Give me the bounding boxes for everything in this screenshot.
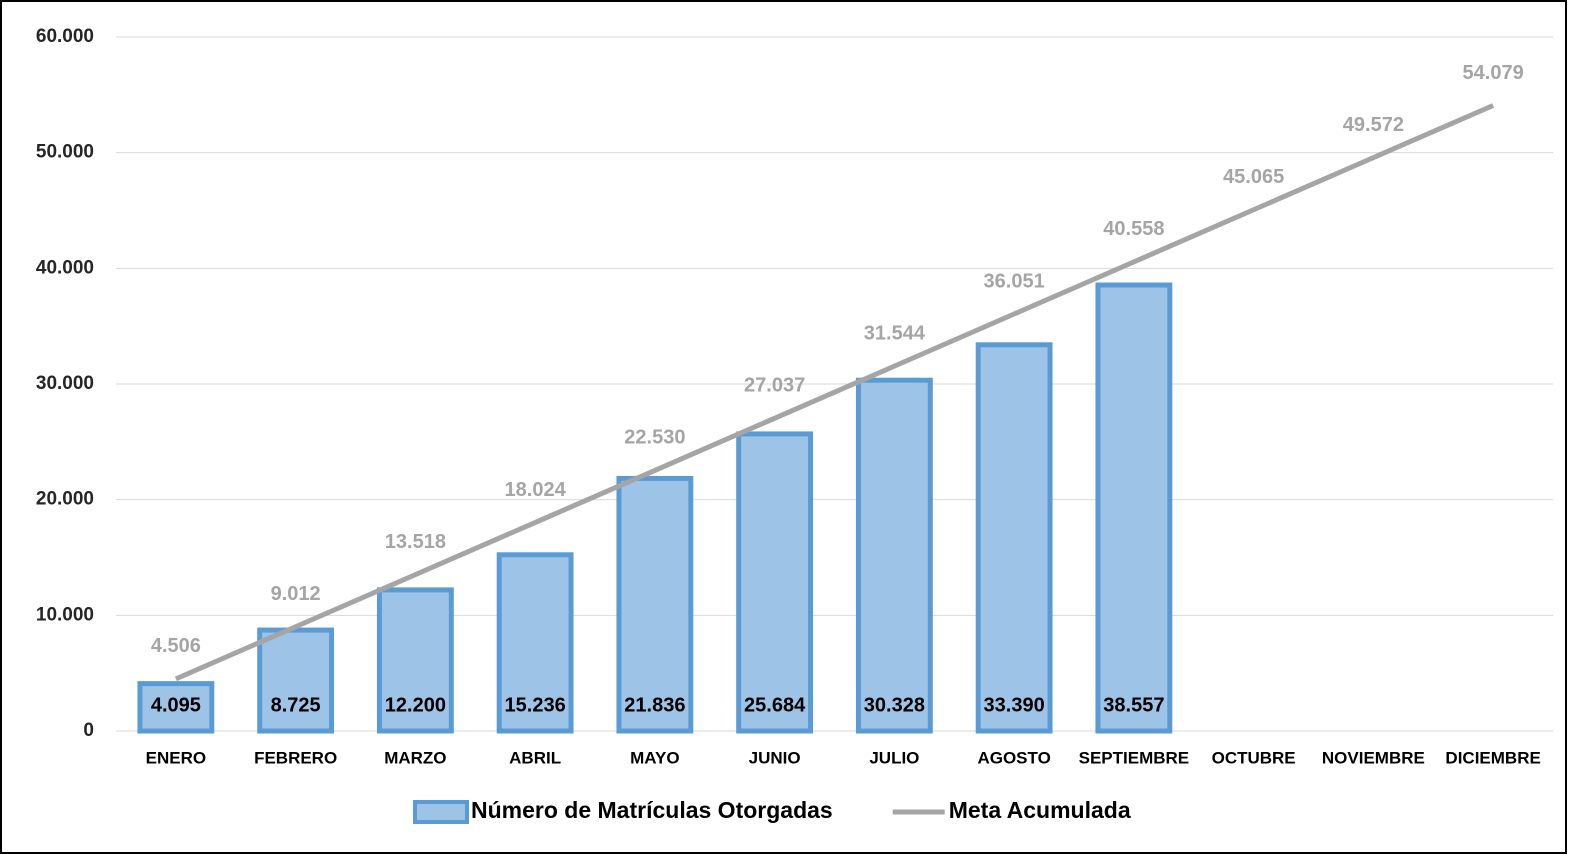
line-value-label: 49.572 — [1343, 114, 1404, 136]
y-tick-label: 0 — [83, 720, 94, 741]
bar — [137, 681, 215, 734]
y-tick-label: 60.000 — [36, 26, 94, 47]
line-value-label: 27.037 — [744, 375, 805, 397]
line-value-label: 54.079 — [1463, 62, 1524, 84]
x-tick-label: ABRIL — [509, 748, 561, 767]
y-tick-label: 50.000 — [36, 142, 94, 163]
line-value-label: 13.518 — [385, 531, 446, 553]
bar — [975, 342, 1053, 734]
y-tick-label: 20.000 — [36, 489, 94, 510]
bar-value-label: 30.328 — [864, 694, 925, 716]
y-tick-label: 30.000 — [36, 373, 94, 394]
line-value-label: 9.012 — [271, 583, 321, 605]
bar — [376, 587, 454, 734]
line-value-label: 22.530 — [624, 427, 685, 449]
line — [174, 103, 1495, 682]
x-tick-label: OCTUBRE — [1212, 748, 1296, 767]
legend-label: Número de Matrículas Otorgadas — [471, 797, 833, 823]
line-value-label: 45.065 — [1223, 166, 1284, 188]
bar-value-label: 4.095 — [151, 694, 201, 716]
line-value-label: 31.544 — [864, 322, 926, 344]
line-value-label: 18.024 — [505, 479, 567, 501]
bar — [1095, 282, 1173, 734]
x-tick-label: DICIEMBRE — [1445, 748, 1540, 767]
bar — [855, 377, 933, 734]
bar — [496, 552, 574, 734]
bar-value-label: 8.725 — [271, 694, 321, 716]
x-tick-label: JULIO — [869, 748, 919, 767]
bar-value-label: 21.836 — [624, 694, 685, 716]
legend-label: Meta Acumulada — [949, 797, 1131, 823]
x-tick-label: FEBRERO — [254, 748, 337, 767]
bar-value-label: 25.684 — [744, 694, 806, 716]
y-tick-label: 40.000 — [36, 257, 94, 278]
bar — [736, 431, 814, 734]
x-tick-label: ENERO — [146, 748, 206, 767]
legend-swatch — [413, 800, 469, 824]
x-tick-label: JUNIO — [749, 748, 801, 767]
bar-value-label: 12.200 — [385, 694, 446, 716]
line-value-label: 4.506 — [151, 635, 201, 657]
bar-value-label: 15.236 — [505, 694, 566, 716]
bar-value-label: 38.557 — [1103, 694, 1164, 716]
x-tick-label: SEPTIEMBRE — [1079, 748, 1190, 767]
x-tick-label: NOVIEMBRE — [1322, 748, 1425, 767]
y-tick-label: 10.000 — [36, 604, 94, 625]
bar-value-label: 33.390 — [984, 694, 1045, 716]
bar — [257, 627, 335, 734]
x-tick-label: AGOSTO — [977, 748, 1050, 767]
x-tick-label: MAYO — [630, 748, 679, 767]
line-value-label: 36.051 — [984, 270, 1045, 292]
bar — [616, 475, 694, 734]
line-value-label: 40.558 — [1103, 218, 1164, 240]
x-tick-label: MARZO — [384, 748, 446, 767]
